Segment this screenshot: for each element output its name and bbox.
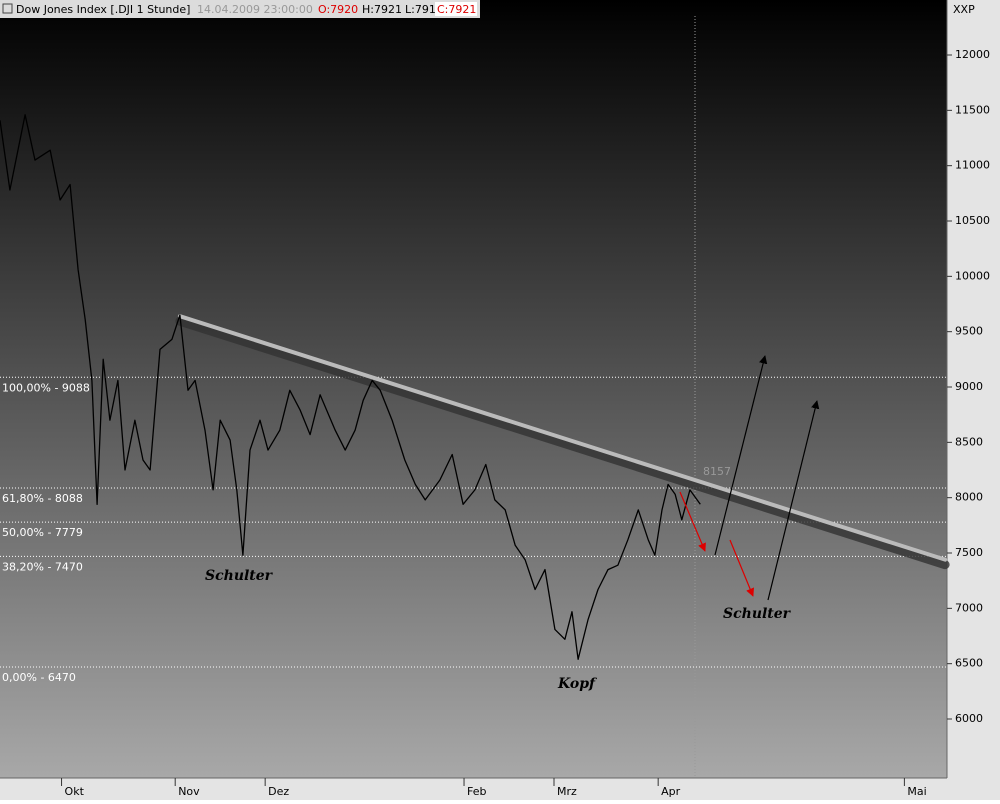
- fib-label: 100,00% - 9088: [2, 381, 90, 394]
- fib-label: 61,80% - 8088: [2, 492, 83, 505]
- x-tick-label: Mrz: [557, 785, 577, 798]
- y-tick-label: 8500: [955, 435, 983, 448]
- y-tick-label: 12000: [955, 48, 990, 61]
- plot-background: [0, 0, 947, 778]
- x-tick-label: Mai: [907, 785, 926, 798]
- x-tick-label: Dez: [268, 785, 289, 798]
- x-tick-label: Okt: [65, 785, 85, 798]
- layer: 100,00% - 9088 61,80% - 8088 50,00% - 7779…: [0, 114, 950, 684]
- header-bar: [0, 0, 480, 18]
- arrow: [679, 491, 706, 552]
- y-tick-label: 11500: [955, 103, 990, 116]
- y-tick-label: 8000: [955, 491, 983, 504]
- header-open: O:7920: [318, 3, 358, 16]
- trendline: [177, 314, 948, 562]
- y-tick-label: 9500: [955, 325, 983, 338]
- header-title: Dow Jones Index [.DJI 1 Stunde]: [16, 3, 190, 16]
- fib-label: 0,00% - 6470: [2, 671, 76, 684]
- x-tick-label: Nov: [178, 785, 200, 798]
- x-tick-label: Feb: [467, 785, 486, 798]
- header-low: L:7919: [405, 3, 443, 16]
- fib-label: 38,20% - 7470: [2, 560, 83, 573]
- header-icon: [2, 3, 13, 14]
- annotation: 8157: [703, 465, 731, 478]
- price-line: [0, 114, 701, 660]
- arrow: [729, 539, 755, 597]
- annotation: Kopf: [557, 676, 598, 692]
- symbol-label: XXP: [953, 3, 975, 16]
- x-axis-panel: [0, 778, 947, 800]
- annotation: Schulter: [205, 568, 274, 584]
- y-tick-label: 7000: [955, 601, 983, 614]
- y-tick-label: 6000: [955, 712, 983, 725]
- y-tick-label: 10000: [955, 269, 990, 282]
- y-tick-label: 7500: [955, 546, 983, 559]
- trendline-shadow: [175, 316, 950, 570]
- y-axis-panel: [947, 0, 1000, 800]
- header-close-box: [435, 2, 477, 16]
- y-tick-label: 9000: [955, 380, 983, 393]
- header-close: C:7921: [437, 3, 476, 16]
- header-high: H:7921: [362, 3, 402, 16]
- arrow: [714, 355, 768, 556]
- y-tick-label: 10500: [955, 214, 990, 227]
- annotation: Schulter: [723, 606, 792, 622]
- arrow: [767, 400, 820, 601]
- fib-label: 50,00% - 7779: [2, 526, 83, 539]
- x-tick-label: Apr: [661, 785, 681, 798]
- y-tick-label: 11000: [955, 159, 990, 172]
- header-time: 14.04.2009 23:00:00: [197, 3, 313, 16]
- y-tick-label: 6500: [955, 657, 983, 670]
